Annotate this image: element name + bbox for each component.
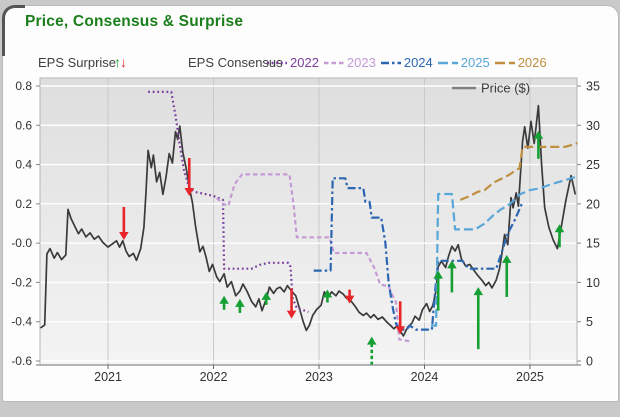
legend-year-label: 2026 <box>517 55 547 70</box>
legend-line-swatch-icon <box>494 61 515 64</box>
eps-surprise-arrow-icons: ↑↓ <box>114 54 127 70</box>
eps-surprise-label: EPS Surprise <box>38 55 117 70</box>
legend-year-item-2024: 2024 <box>380 55 433 70</box>
legend-year-label: 2023 <box>346 55 376 70</box>
legend-year-item-2026: 2026 <box>494 55 547 70</box>
eps-consensus-label: EPS Consensus <box>188 55 283 70</box>
legend-line-swatch-icon <box>267 61 287 64</box>
legend-line-swatch-icon <box>323 61 344 64</box>
legend-year-label: 2025 <box>460 55 490 70</box>
legend-year-item-2025: 2025 <box>437 55 490 70</box>
surprise-down-arrow-icon: ↓ <box>120 54 127 70</box>
legend-year-item-2023: 2023 <box>323 55 376 70</box>
legend-line-swatch-icon <box>437 61 458 64</box>
legend-year-label: 2024 <box>403 55 433 70</box>
legend-year-items: 2022 2023 2024 2025 2026 <box>266 55 551 70</box>
surprise-up-arrow-icon: ↑ <box>114 54 121 70</box>
chart-legend: EPS Surprise ↑↓ EPS Consensus 2022 2023 20… <box>0 54 620 73</box>
chart-title: Price, Consensus & Surprise <box>25 13 244 30</box>
legend-year-label: 2022 <box>290 55 319 70</box>
legend-line-swatch-icon <box>380 61 401 64</box>
legend-year-item-2022: 2022 <box>266 55 319 70</box>
